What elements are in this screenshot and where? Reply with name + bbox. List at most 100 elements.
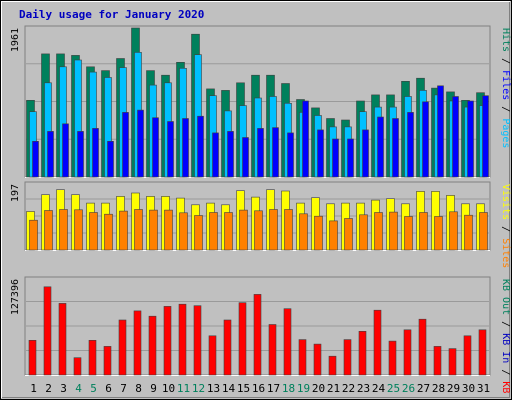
bar-sites-day-23: [359, 214, 368, 251]
bar-pages-day-17: [272, 127, 279, 178]
bar-kb-f-day-4: [73, 357, 82, 376]
bar-pages-day-19: [302, 100, 309, 178]
bar-sites-day-24: [374, 212, 383, 251]
bar-sites-day-7: [119, 210, 128, 251]
x-tick-label-day-2: 2: [45, 382, 52, 395]
legend-entry: Visits: [500, 184, 511, 220]
bar-pages-day-23: [362, 129, 369, 178]
x-tick-label-day-16: 16: [252, 382, 265, 395]
bar-kb-f-day-12: [193, 305, 202, 376]
x-tick-label-day-13: 13: [207, 382, 220, 395]
bar-kb-f-day-15: [238, 302, 247, 376]
bar-kb-f-day-7: [118, 319, 127, 376]
x-tick-label-day-10: 10: [162, 382, 175, 395]
x-tick-label-day-3: 3: [60, 382, 67, 395]
bar-kb-f-day-19: [298, 339, 307, 376]
x-tick-label-day-24: 24: [372, 382, 386, 395]
x-tick-label-day-25: 25: [387, 382, 400, 395]
bar-sites-day-4: [74, 209, 83, 251]
legend-entry: KB F: [500, 381, 511, 400]
bar-kb-f-day-23: [358, 330, 367, 376]
bar-sites-day-28: [434, 216, 443, 251]
x-axis-labels: 1 2 3 4 5 6 7 8 9 10 11 12 13 14 15 16 17 18 19 20 21 22 23 24 2…: [30, 382, 490, 395]
bar-kb-f-day-25: [388, 340, 397, 376]
x-tick-label-day-8: 8: [135, 382, 142, 395]
x-tick-label-day-31: 31: [477, 382, 490, 395]
x-tick-label-day-5: 5: [90, 382, 97, 395]
bar-sites-day-9: [149, 209, 158, 251]
legend-entry: /: [500, 363, 511, 381]
bar-kb-f-day-28: [433, 346, 442, 376]
bar-pages-day-8: [137, 109, 144, 178]
x-tick-label-day-28: 28: [432, 382, 445, 395]
bar-sites-day-25: [389, 211, 398, 251]
x-tick-label-day-17: 17: [267, 382, 280, 395]
bar-sites-day-2: [44, 210, 53, 251]
x-tick-label-day-29: 29: [447, 382, 460, 395]
bar-sites-day-29: [449, 211, 458, 251]
bar-kb-f-day-2: [43, 286, 52, 376]
bar-sites-day-12: [194, 215, 203, 251]
bar-sites-day-5: [89, 212, 98, 251]
bar-pages-day-4: [77, 131, 84, 178]
bar-pages-day-2: [47, 131, 54, 178]
bar-pages-day-29: [452, 96, 459, 178]
bar-sites-day-3: [59, 209, 68, 251]
legend-entry: Hits: [500, 28, 511, 52]
bar-pages-day-6: [107, 141, 114, 178]
bar-sites-day-16: [254, 210, 263, 251]
legend-entry: Sites: [500, 238, 511, 268]
bar-sites-day-6: [104, 213, 113, 251]
x-tick-label-day-7: 7: [120, 382, 127, 395]
bar-sites-day-27: [419, 212, 428, 251]
bar-kb-f-day-29: [448, 348, 457, 376]
bar-pages-day-26: [407, 112, 414, 178]
bar-sites-day-10: [164, 209, 173, 251]
bar-kb-f-day-6: [103, 346, 112, 376]
bar-kb-f-day-17: [268, 324, 277, 376]
bar-sites-day-8: [134, 209, 143, 251]
legend-entry: /: [500, 220, 511, 238]
bar-sites-day-22: [344, 218, 353, 251]
bar-pages-day-16: [257, 128, 264, 178]
bar-kb-f-day-10: [163, 306, 172, 376]
panel-requests: 1961 Hits / Files / Pages: [10, 25, 511, 178]
bar-sites-day-11: [179, 212, 188, 251]
bar-kb-f-day-20: [313, 343, 322, 376]
bar-pages-day-1: [32, 141, 39, 178]
x-tick-label-day-22: 22: [342, 382, 355, 395]
bar-pages-day-27: [422, 101, 429, 178]
bar-pages-day-9: [152, 117, 159, 178]
bar-kb-f-day-31: [478, 329, 487, 376]
bar-pages-day-5: [92, 128, 99, 178]
legend-entry: /: [500, 52, 511, 70]
y-max-label: 197: [10, 184, 21, 202]
bar-kb-f-day-8: [133, 310, 142, 376]
bar-kb-f-day-16: [253, 294, 262, 376]
bar-pages-day-21: [332, 138, 339, 178]
bar-kb-f-day-14: [223, 319, 232, 376]
panel-traffic: 127396 KB Out / KB In / KB F: [10, 276, 511, 400]
x-tick-label-day-1: 1: [30, 382, 37, 395]
panel-legend: KB Out / KB In / KB F: [500, 279, 511, 400]
y-max-label: 1961: [10, 28, 21, 52]
x-tick-label-day-27: 27: [417, 382, 430, 395]
x-tick-label-day-30: 30: [462, 382, 475, 395]
bar-pages-day-20: [317, 129, 324, 178]
bar-pages-day-18: [287, 132, 294, 178]
chart-panels: 1961 Hits / Files / Pages 197 Visits / Site…: [10, 25, 511, 400]
panel-legend: Hits / Files / Pages: [500, 28, 511, 148]
bar-pages-day-7: [122, 112, 129, 178]
bar-sites-day-30: [464, 214, 473, 251]
x-tick-label-day-21: 21: [327, 382, 340, 395]
bar-sites-day-21: [329, 220, 338, 251]
panel-visitors: 197 Visits / Sites: [10, 181, 511, 268]
x-tick-label-day-6: 6: [105, 382, 112, 395]
legend-entry: KB Out: [500, 279, 511, 315]
legend-entry: /: [500, 315, 511, 333]
bar-sites-day-13: [209, 212, 218, 251]
bar-pages-day-14: [227, 131, 234, 178]
bar-sites-day-26: [404, 216, 413, 251]
bar-kb-f-day-24: [373, 309, 382, 376]
